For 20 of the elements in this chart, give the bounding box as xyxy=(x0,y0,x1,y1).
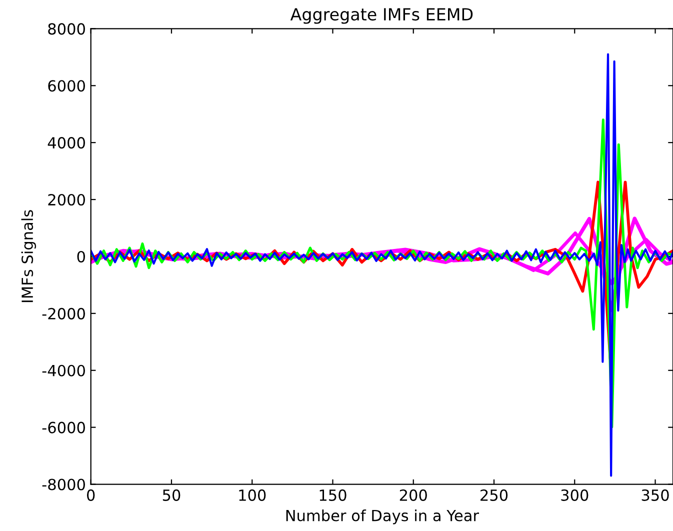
chart-title: Aggregate IMFs EEMD xyxy=(290,8,473,24)
x-tick-label: 0 xyxy=(87,489,95,501)
y-tick-label: -4000 xyxy=(42,364,85,376)
y-tick-label: 4000 xyxy=(48,137,85,149)
x-tick-label: 150 xyxy=(320,489,346,501)
x-tick-label: 350 xyxy=(642,489,669,501)
x-tick-label: 250 xyxy=(480,489,508,501)
y-tick-label: 6000 xyxy=(48,80,85,92)
y-tick-label: -2000 xyxy=(42,308,85,320)
y-tick-label: -8000 xyxy=(42,478,85,490)
y-tick-label: 8000 xyxy=(48,23,85,35)
y-tick-label: 0 xyxy=(77,250,85,262)
x-axis-title: Number of Days in a Year xyxy=(286,509,479,524)
x-tick-label: 100 xyxy=(239,489,266,501)
x-tick-label: 300 xyxy=(561,489,588,501)
x-tick-label: 200 xyxy=(400,489,427,501)
x-tick-label: 50 xyxy=(162,489,180,501)
y-tick-label: -6000 xyxy=(42,422,85,434)
y-axis-title: IMFs Signals xyxy=(21,210,36,302)
y-tick-label: 2000 xyxy=(48,194,85,206)
